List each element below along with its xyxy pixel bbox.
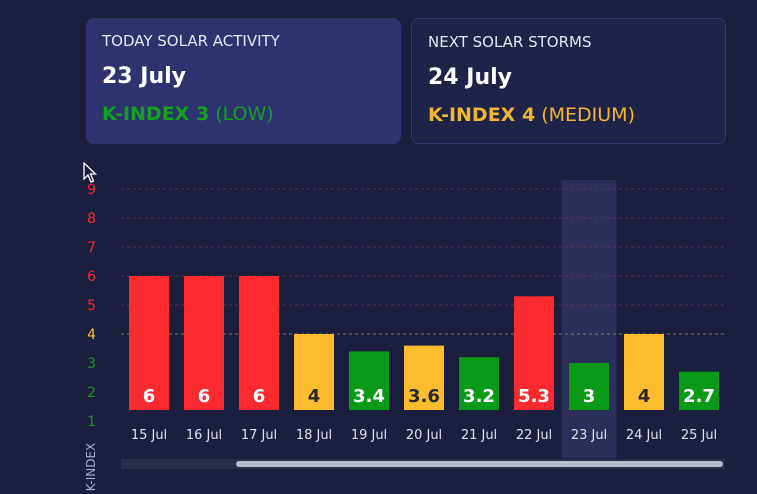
bar-value-label: 6 — [143, 386, 156, 407]
y-tick-label: 1 — [87, 414, 96, 430]
bar-value-label: 3 — [583, 386, 596, 407]
x-tick-label: 16 Jul — [186, 428, 222, 443]
bar-16-jul — [184, 276, 224, 410]
bar-19-jul — [349, 351, 389, 410]
x-tick-label: 23 Jul — [571, 428, 607, 443]
y-tick-label: 7 — [87, 240, 96, 256]
bar-value-label: 4 — [638, 386, 651, 407]
next-kindex-value: K-INDEX 4 — [428, 104, 536, 126]
x-tick-label: 22 Jul — [516, 428, 552, 443]
x-tick-label: 17 Jul — [241, 428, 277, 443]
x-tick-label: 21 Jul — [461, 428, 497, 443]
bar-15-jul — [129, 276, 169, 410]
bar-24-jul — [624, 334, 664, 410]
next-kindex: K-INDEX 4 (MEDIUM) — [428, 104, 709, 126]
bar-value-label: 5.3 — [518, 386, 550, 407]
bar-18-jul — [294, 334, 334, 410]
next-card-label: NEXT SOLAR STORMS — [428, 33, 592, 51]
today-card-label: TODAY SOLAR ACTIVITY — [102, 32, 280, 50]
x-tick-label: 15 Jul — [131, 428, 167, 443]
y-tick-label: 9 — [87, 182, 96, 198]
mouse-cursor-icon — [83, 162, 97, 183]
y-tick-label: 4 — [87, 327, 96, 343]
bar-17-jul — [239, 276, 279, 410]
y-tick-label: 2 — [87, 385, 96, 401]
x-tick-label: 20 Jul — [406, 428, 442, 443]
bar-21-jul — [459, 357, 499, 410]
bar-value-label: 6 — [198, 386, 211, 407]
bar-value-label: 3.4 — [353, 386, 385, 407]
kindex-bar-chart: 1 2 3 4 5 6 7 8 9 K-INDEX 6 15 Jul 6 16 Jul 6 17 Jul 4 18… — [84, 180, 725, 492]
today-activity-card: TODAY SOLAR ACTIVITY 23 July K-INDEX 3 (… — [86, 18, 401, 144]
today-kindex-level: (LOW) — [215, 103, 274, 125]
x-tick-label: 18 Jul — [296, 428, 332, 443]
x-tick-label: 19 Jul — [351, 428, 387, 443]
next-card-date: 24 July — [428, 65, 513, 90]
chart-scrollbar-thumb[interactable] — [236, 461, 723, 467]
y-tick-label: 6 — [87, 269, 96, 285]
bar-22-jul — [514, 296, 554, 410]
bar-25-jul — [679, 371, 719, 410]
next-kindex-level: (MEDIUM) — [541, 104, 635, 126]
x-tick-label: 25 Jul — [681, 428, 717, 443]
x-tick-label: 24 Jul — [626, 428, 662, 443]
today-card-date: 23 July — [102, 64, 187, 89]
today-kindex: K-INDEX 3 (LOW) — [102, 103, 385, 125]
bar-value-label: 3.6 — [408, 386, 440, 407]
bar-value-label: 4 — [308, 386, 321, 407]
y-tick-label: 3 — [87, 356, 96, 372]
y-tick-label: 5 — [87, 298, 96, 314]
next-storms-card: NEXT SOLAR STORMS 24 July K-INDEX 4 (MED… — [411, 18, 726, 144]
bar-value-label: 2.7 — [683, 386, 715, 407]
bar-value-label: 3.2 — [463, 386, 495, 407]
highlight-column — [561, 180, 617, 458]
bar-20-jul — [404, 345, 444, 410]
today-kindex-value: K-INDEX 3 — [102, 103, 210, 125]
bar-23-jul — [569, 363, 609, 410]
y-axis-label: K-INDEX — [84, 443, 98, 492]
bar-value-label: 6 — [253, 386, 266, 407]
y-tick-label: 8 — [87, 211, 96, 227]
